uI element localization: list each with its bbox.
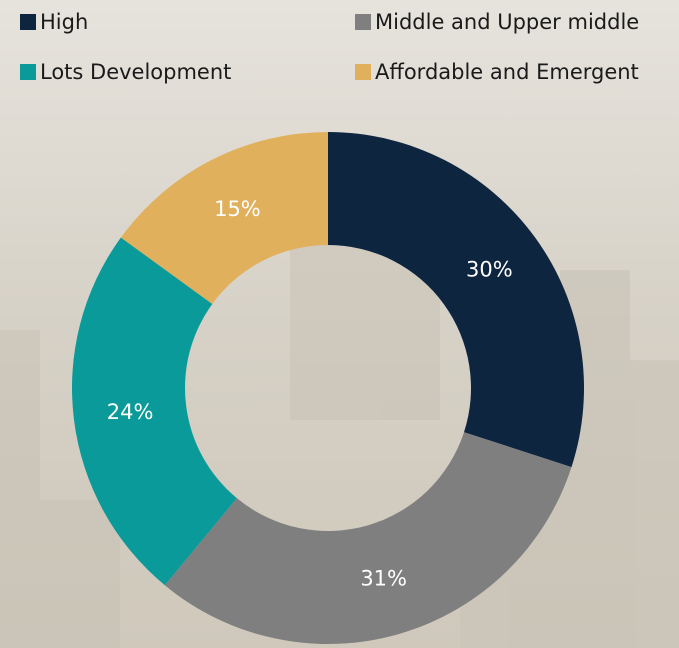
donut-slice (164, 432, 572, 644)
legend-swatch (355, 64, 371, 80)
legend-label: Lots Development (40, 60, 231, 84)
legend-swatch (355, 14, 371, 30)
slice-label: 31% (360, 567, 407, 591)
donut-slice (71, 237, 237, 586)
legend-label: High (40, 10, 88, 34)
legend-swatch (20, 14, 36, 30)
legend-label: Middle and Upper middle (375, 10, 639, 34)
donut-slice (328, 132, 584, 468)
legend-swatch (20, 64, 36, 80)
slice-label: 24% (107, 400, 154, 424)
slice-label: 15% (214, 197, 261, 221)
legend-label: Affordable and Emergent (375, 60, 639, 84)
donut-slice (120, 132, 328, 304)
slice-label: 30% (466, 258, 513, 282)
